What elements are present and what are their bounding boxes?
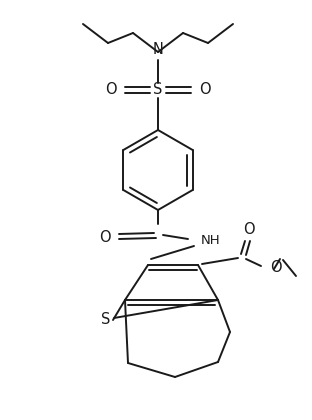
Text: O: O — [199, 82, 211, 97]
Text: NH: NH — [201, 234, 221, 247]
Text: N: N — [153, 42, 163, 58]
Text: O: O — [243, 223, 255, 237]
Text: S: S — [101, 312, 111, 328]
Text: O: O — [105, 82, 117, 97]
Text: O: O — [270, 260, 282, 275]
Text: S: S — [153, 82, 163, 97]
Text: O: O — [99, 229, 111, 244]
